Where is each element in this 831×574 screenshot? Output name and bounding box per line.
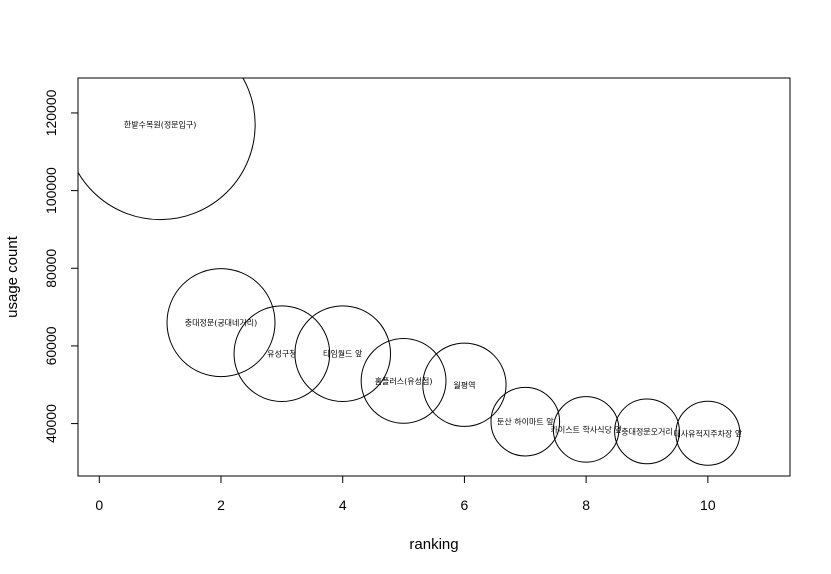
x-tick-label: 6 (461, 497, 469, 513)
bubble-layer: 한밭수목원(정문입구) 충대정문(궁대네거리) 유성구청 타임월드 앞홈플러스(유성점… (78, 78, 743, 466)
y-tick-label: 60000 (43, 326, 59, 365)
bubble-label: 둔산 하이마트 앞 (497, 417, 554, 427)
y-axis: 40000 60000 80000 100000 120000 (43, 89, 79, 443)
bubble-label: 유성구청 (267, 350, 296, 359)
bubble-point (233, 305, 331, 403)
bubble-point (422, 342, 507, 427)
bubble-label: 한밭수목원(정문입구) (124, 120, 196, 130)
x-tick-label: 10 (700, 497, 716, 513)
x-tick-label: 2 (217, 497, 225, 513)
bubble-label: 충대정문(궁대네거리) (185, 318, 257, 328)
bubble-label: 월평역 (453, 380, 475, 390)
y-tick-label: 80000 (43, 249, 59, 288)
bubble-label: 타임월드 앞 (323, 349, 363, 359)
bubble-point (675, 400, 741, 466)
bubble-label: 대사유적지주차장 앞 (673, 428, 742, 438)
bubble-point (78, 78, 256, 221)
bubble-point (360, 337, 447, 424)
bubble-point (552, 396, 620, 463)
bubble-point (166, 268, 276, 378)
bubble-label: 충대정문오거리 (621, 426, 673, 436)
plot-frame (77, 77, 791, 477)
bubble-label: 카이스트 학사식당 옆 (550, 424, 621, 434)
bubble-point (294, 305, 392, 403)
y-tick-label: 100000 (43, 167, 59, 214)
x-axis: 0 2 4 6 8 10 (95, 475, 716, 513)
bubble-label: 홈플러스(유성점) (375, 376, 433, 386)
x-tick-label: 8 (582, 497, 590, 513)
x-axis-title: ranking (409, 536, 458, 553)
x-tick-label: 0 (95, 497, 103, 513)
bubble-point (490, 386, 561, 457)
y-axis-title: usage count (4, 235, 21, 318)
bubble-point (614, 398, 680, 465)
x-tick-label: 4 (339, 497, 347, 513)
y-tick-label: 40000 (43, 404, 59, 443)
y-tick-label: 120000 (43, 89, 59, 136)
